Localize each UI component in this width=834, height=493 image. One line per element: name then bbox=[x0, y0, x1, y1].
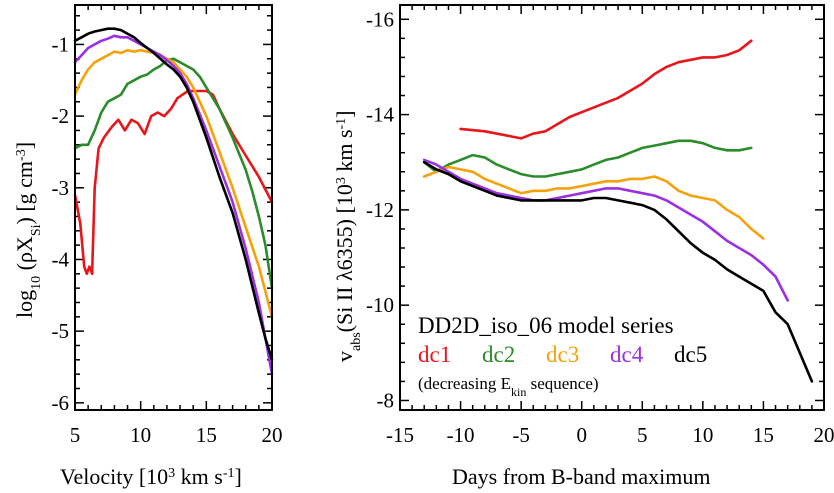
left-y-axis-label: log10 (ρXSi) [g cm-3] bbox=[12, 142, 44, 318]
x-tick-label: 15 bbox=[753, 423, 774, 447]
series-line-dc1 bbox=[73, 89, 274, 276]
y-tick-label: -10 bbox=[366, 293, 394, 317]
series-line-dc1 bbox=[459, 39, 753, 140]
y-tick-label: -14 bbox=[366, 103, 394, 127]
x-tick-label: -10 bbox=[447, 423, 475, 447]
right-x-axis-label: Days from B-band maximum bbox=[452, 464, 710, 489]
right-series-group bbox=[422, 39, 814, 383]
x-tick-label: 10 bbox=[692, 423, 713, 447]
y-tick-label: -2 bbox=[52, 104, 70, 128]
left-plot-frame bbox=[74, 4, 273, 411]
x-tick-label: 10 bbox=[130, 423, 151, 447]
legend-note: (decreasing Ekin sequence) bbox=[418, 374, 599, 399]
y-tick-label: -3 bbox=[52, 176, 70, 200]
legend: DD2D_iso_06 model series dc1 dc2 dc3 dc4 dc5… bbox=[418, 313, 707, 399]
left-panel: 5 10 15 20 -1 -2 -3 -4 -5 -6 Velocity [103 km s-1… bbox=[12, 4, 283, 489]
right-tick-labels: -15 -10 -5 0 5 10 15 20 -8 -10 -12 -14 -16 bbox=[366, 7, 834, 447]
series-line-dc4 bbox=[73, 34, 274, 376]
y-tick-label: -8 bbox=[377, 388, 395, 412]
x-tick-label: -5 bbox=[512, 423, 530, 447]
right-panel: -15 -10 -5 0 5 10 15 20 -8 -10 -12 -14 -16 Days from… bbox=[332, 4, 834, 489]
y-tick-label: -1 bbox=[52, 32, 70, 56]
x-tick-label: -15 bbox=[386, 423, 414, 447]
legend-title: DD2D_iso_06 model series bbox=[418, 313, 674, 338]
x-tick-label: 5 bbox=[70, 423, 81, 447]
x-tick-label: 5 bbox=[637, 423, 648, 447]
x-tick-label: 0 bbox=[576, 423, 587, 447]
legend-item-dc4: dc4 bbox=[610, 342, 644, 367]
y-tick-label: -5 bbox=[52, 319, 70, 343]
y-tick-label: -4 bbox=[52, 247, 70, 271]
series-line-dc4 bbox=[422, 158, 789, 302]
legend-items: dc1 dc2 dc3 dc4 dc5 bbox=[418, 342, 707, 367]
series-line-dc5 bbox=[422, 160, 814, 383]
right-plot-frame bbox=[399, 4, 825, 411]
series-line-dc3 bbox=[73, 48, 274, 319]
series-line-dc5 bbox=[73, 27, 274, 362]
y-tick-label: -16 bbox=[366, 7, 394, 31]
y-tick-label: -12 bbox=[366, 198, 394, 222]
x-tick-label: 15 bbox=[196, 423, 217, 447]
left-tick-labels: 5 10 15 20 -1 -2 -3 -4 -5 -6 bbox=[52, 32, 283, 447]
y-tick-label: -6 bbox=[52, 391, 70, 415]
legend-item-dc3: dc3 bbox=[546, 342, 579, 367]
right-y-axis-label: vabs(Si II λ6355) [103 km s-1] bbox=[332, 110, 364, 362]
legend-item-dc2: dc2 bbox=[482, 342, 515, 367]
left-series-group bbox=[73, 27, 274, 376]
x-tick-label: 20 bbox=[262, 423, 283, 447]
series-line-dc3 bbox=[422, 165, 765, 240]
x-tick-label: 20 bbox=[814, 423, 834, 447]
series-line-dc2 bbox=[73, 57, 274, 290]
series-line-dc2 bbox=[422, 139, 753, 178]
left-x-axis-label: Velocity [103 km s-1] bbox=[60, 464, 242, 489]
legend-item-dc1: dc1 bbox=[418, 342, 451, 367]
legend-item-dc5: dc5 bbox=[674, 342, 707, 367]
